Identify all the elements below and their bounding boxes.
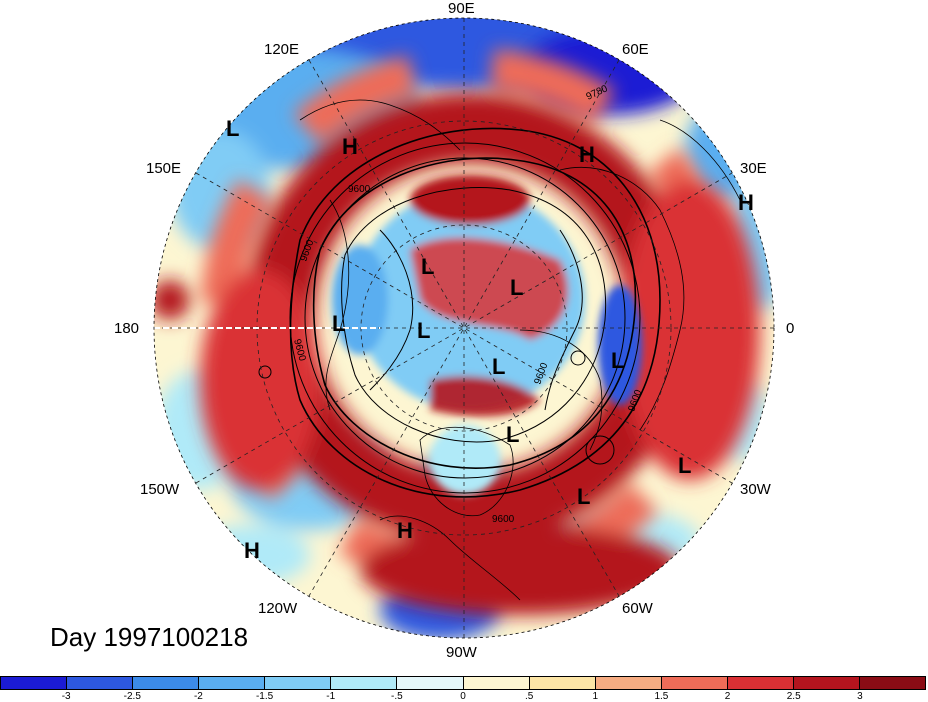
positive-anomaly-ring (154, 48, 760, 615)
contour-label: 9600 (348, 184, 371, 195)
lon-label: 60E (622, 41, 649, 58)
colorbar-tick-label: 0 (460, 691, 466, 702)
colorbar-swatch (661, 677, 728, 689)
colorbar-swatch (595, 677, 662, 689)
low-marker: L (417, 318, 431, 343)
lon-label: 150W (140, 481, 180, 498)
colorbar-tick-label: -.5 (391, 691, 403, 702)
colorbar-swatch (67, 677, 134, 689)
high-marker: H (738, 190, 754, 215)
colorbar-tick-label: 2.5 (786, 691, 801, 702)
lon-label: 90E (448, 0, 475, 17)
colorbar-tick-label: 1.5 (654, 691, 669, 702)
lon-label: 120E (264, 41, 300, 58)
lon-label: 90W (446, 644, 477, 661)
colorbar-swatch (397, 677, 464, 689)
contour-label: 9600 (492, 514, 515, 525)
colorbar-swatch (529, 677, 596, 689)
colorbar-swatch (133, 677, 200, 689)
low-marker: L (226, 116, 240, 141)
low-marker: L (332, 311, 346, 336)
low-marker: L (506, 422, 520, 447)
lon-label: 60W (622, 600, 653, 617)
coastlines (299, 99, 741, 601)
colorbar-swatch (727, 677, 794, 689)
colorbar-swatch (793, 677, 861, 689)
high-marker: H (397, 518, 413, 543)
colorbar-tick-label: 2 (724, 691, 731, 702)
colorbar-swatch (1, 677, 68, 689)
colorbar-tick-label: -1 (326, 691, 336, 702)
low-marker: L (492, 354, 506, 379)
high-marker: L (678, 453, 692, 478)
colorbar-tick-label: .5 (524, 691, 534, 702)
low-marker: H (244, 538, 260, 563)
high-marker: H (579, 142, 595, 167)
colorbar-tick-label: -2 (193, 691, 203, 702)
low-marker: L (421, 254, 435, 279)
colorbar-tick-label: -3 (61, 691, 71, 702)
lon-label: 30W (740, 481, 771, 498)
map-border (153, 17, 775, 639)
high-marker: H (342, 134, 358, 159)
lon-label: 0 (786, 320, 795, 337)
lon-label: 120W (258, 600, 298, 617)
low-marker: L (510, 275, 524, 300)
colorbar-swatch (331, 677, 398, 689)
high-marker: L (577, 484, 591, 509)
colorbar-swatch (199, 677, 266, 689)
colorbar-tick-label: 1 (592, 691, 599, 702)
date-title: Day 1997100218 (50, 622, 249, 652)
colorbar-tick-label: -1.5 (255, 691, 274, 702)
lon-label: 180 (114, 320, 140, 337)
colorbar-tick-label: -2.5 (123, 691, 141, 702)
low-marker: L (611, 348, 625, 373)
colorbar-swatch (265, 677, 332, 689)
colorbar-swatch (860, 677, 926, 689)
colorbar (0, 676, 926, 690)
contour-label: 9780 (480, 322, 503, 333)
lon-label: 30E (740, 160, 767, 177)
colorbar-swatch (463, 677, 530, 689)
lon-label: 150E (146, 160, 182, 177)
colorbar-tick-label: 3 (857, 691, 863, 702)
